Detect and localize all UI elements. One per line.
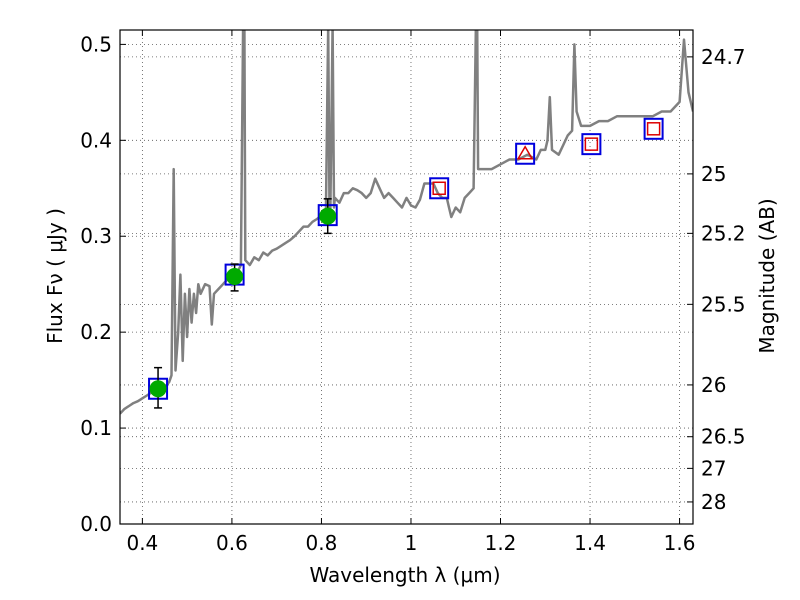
y-right-tick-label: 24.7 [701, 45, 746, 69]
y-right-tick-label: 25.5 [701, 292, 746, 316]
ticks-layer: 0.4 0.6 0.8 1 1.2 1.4 1.6 0.0 0.1 0.2 0.3 0.4 0.5 24.… [80, 30, 746, 555]
y-tick-label: 0.4 [80, 128, 112, 152]
y-right-tick-label: 25.2 [701, 221, 746, 245]
x-tick-label: 1.6 [664, 531, 696, 555]
model-photometry-square [429, 177, 450, 200]
measured-flux-point [226, 268, 244, 286]
grid-lines [120, 30, 693, 524]
y-tick-label: 0.3 [80, 224, 112, 248]
x-tick-label: 1.2 [485, 531, 517, 555]
measured-flux-point [319, 207, 337, 225]
triangle-marker [516, 145, 534, 160]
y-axis-right-label: Magnitude (AB) [755, 198, 779, 353]
measured-flux-point [149, 380, 167, 398]
x-tick-label: 1 [405, 531, 418, 555]
x-tick-label: 0.4 [126, 531, 158, 555]
upper-limit-square [432, 181, 446, 196]
model-photometry-square [515, 142, 536, 165]
y-right-tick-label: 27 [701, 456, 726, 480]
y-right-tick-label: 26 [701, 373, 726, 397]
y-axis-label: Flux Fν ( μJy ) [43, 208, 67, 344]
y-tick-label: 0.5 [80, 32, 112, 56]
model-photometry-square [581, 133, 602, 156]
y-right-tick-label: 26.5 [701, 425, 746, 449]
x-tick-label: 0.8 [306, 531, 338, 555]
model-photometry-square [643, 117, 664, 140]
x-tick-label: 0.6 [216, 531, 248, 555]
upper-limit-square [584, 137, 599, 151]
y-tick-label: 0.1 [80, 416, 112, 440]
y-right-tick-label: 28 [701, 490, 726, 514]
x-axis-label: Wavelength λ (μm) [309, 563, 500, 587]
y-tick-label: 0.0 [80, 512, 112, 536]
x-tick-label: 1.4 [574, 531, 606, 555]
model-spectrum-line [120, 30, 693, 415]
y-right-tick-label: 25 [701, 162, 726, 186]
model-spectrum-layer [120, 30, 693, 415]
plot-frame [119, 29, 694, 525]
upper-limit-square [646, 122, 661, 136]
markers-layer [148, 117, 664, 409]
y-tick-label: 0.2 [80, 320, 112, 344]
